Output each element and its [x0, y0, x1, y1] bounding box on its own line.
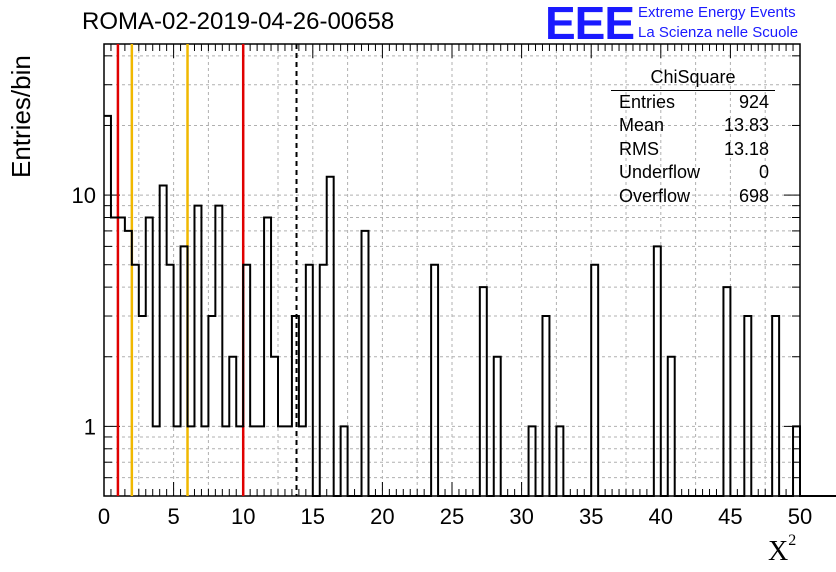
- stats-label: Overflow: [619, 185, 691, 206]
- histogram-bin: [188, 426, 195, 496]
- x-tick-label: 10: [231, 504, 255, 529]
- histogram-bin: [236, 426, 243, 496]
- histogram-bin: [494, 357, 501, 496]
- stats-label: Mean: [619, 115, 665, 136]
- histogram-bin: [306, 265, 313, 496]
- stats-box: ChiSquare Entries 924 Mean 13.83 RMS 13.18 …: [611, 66, 775, 208]
- logo-line-1: Extreme Energy Events: [638, 4, 796, 21]
- histogram-bin: [285, 426, 292, 496]
- histogram-bin: [723, 287, 730, 496]
- histogram-bin: [160, 186, 167, 496]
- stats-value: 13.83: [723, 115, 769, 136]
- x-tick-label: 20: [370, 504, 394, 529]
- histogram-bin: [125, 231, 132, 496]
- x-tick-label: 5: [167, 504, 179, 529]
- x-tick-label: 50: [788, 504, 812, 529]
- histogram-bin: [744, 316, 751, 496]
- y-axis-label: Entries/bin: [6, 55, 36, 178]
- histogram-series: [104, 114, 836, 497]
- histogram-bin: [591, 265, 598, 496]
- histogram-bin: [264, 217, 271, 496]
- histogram-bin: [194, 206, 201, 496]
- stats-row-mean: Mean 13.83: [611, 114, 775, 137]
- histogram-bin: [542, 316, 549, 496]
- y-tick-label: 10: [72, 183, 96, 208]
- chart-title: ROMA-02-2019-04-26-00658: [82, 8, 395, 35]
- histogram-bin: [556, 426, 563, 496]
- histogram-bin: [243, 265, 250, 496]
- histogram-bin: [292, 316, 299, 496]
- histogram-bin: [215, 206, 222, 496]
- histogram-bin: [793, 426, 800, 496]
- x-tick-label: 25: [440, 504, 464, 529]
- histogram-bin: [341, 426, 348, 496]
- histogram-bin: [208, 316, 215, 496]
- histogram-bin: [250, 426, 257, 496]
- stats-value: 698: [738, 185, 769, 206]
- stats-row-rms: RMS 13.18: [611, 138, 775, 161]
- histogram-bin: [222, 426, 229, 496]
- histogram-bin: [480, 287, 487, 496]
- histogram-bin: [299, 426, 306, 496]
- x-axis-label-text: X: [768, 536, 789, 567]
- x-tick-label: 40: [649, 504, 673, 529]
- logo-line-2: La Scienza nelle Scuole: [638, 24, 799, 41]
- x-tick-label: 0: [98, 504, 110, 529]
- x-axis-label-superscript: 2: [788, 532, 797, 549]
- histogram-bin: [654, 246, 661, 496]
- histogram-bin: [181, 246, 188, 496]
- histogram-bin: [529, 426, 536, 496]
- histogram-bin: [111, 217, 118, 496]
- histogram-bin: [431, 265, 438, 496]
- stats-row-entries: Entries 924: [611, 91, 775, 114]
- histogram-bin: [772, 316, 779, 496]
- y-tick-label: 1: [84, 414, 96, 439]
- x-tick-label: 15: [301, 504, 325, 529]
- histogram-bin: [139, 316, 146, 496]
- histogram-bin: [320, 265, 327, 496]
- x-tick-label: 35: [579, 504, 603, 529]
- x-tick-label: 30: [509, 504, 533, 529]
- histogram-bin: [201, 426, 208, 496]
- stats-value: 13.18: [723, 138, 769, 159]
- stats-title: ChiSquare: [611, 66, 775, 91]
- stats-value: 924: [738, 92, 769, 112]
- histogram-bin: [271, 357, 278, 496]
- stats-label: Underflow: [619, 162, 701, 183]
- x-axis-label: X2: [768, 532, 796, 568]
- stats-row-overflow: Overflow 698: [611, 185, 775, 208]
- histogram-bin: [327, 177, 334, 496]
- histogram-bin: [118, 217, 125, 496]
- histogram-bin: [257, 426, 264, 496]
- histogram-bin: [104, 116, 111, 496]
- eee-logo: EEE: [545, 2, 635, 42]
- histogram-bin: [153, 426, 160, 496]
- eee-logo-letters: EEE: [545, 2, 634, 42]
- stats-label: Entries: [619, 92, 676, 112]
- histogram-bin: [132, 265, 139, 496]
- histogram-bin: [668, 357, 675, 496]
- stats-row-underflow: Underflow 0: [611, 161, 775, 184]
- x-tick-label: 45: [718, 504, 742, 529]
- histogram-bin: [167, 265, 174, 496]
- histogram-bin: [146, 217, 153, 496]
- histogram-bin: [278, 426, 285, 496]
- histogram-bin: [174, 426, 181, 496]
- histogram-bin: [362, 231, 369, 496]
- stats-label: RMS: [619, 138, 659, 159]
- histogram-bin: [229, 357, 236, 496]
- stats-value: 0: [758, 162, 769, 183]
